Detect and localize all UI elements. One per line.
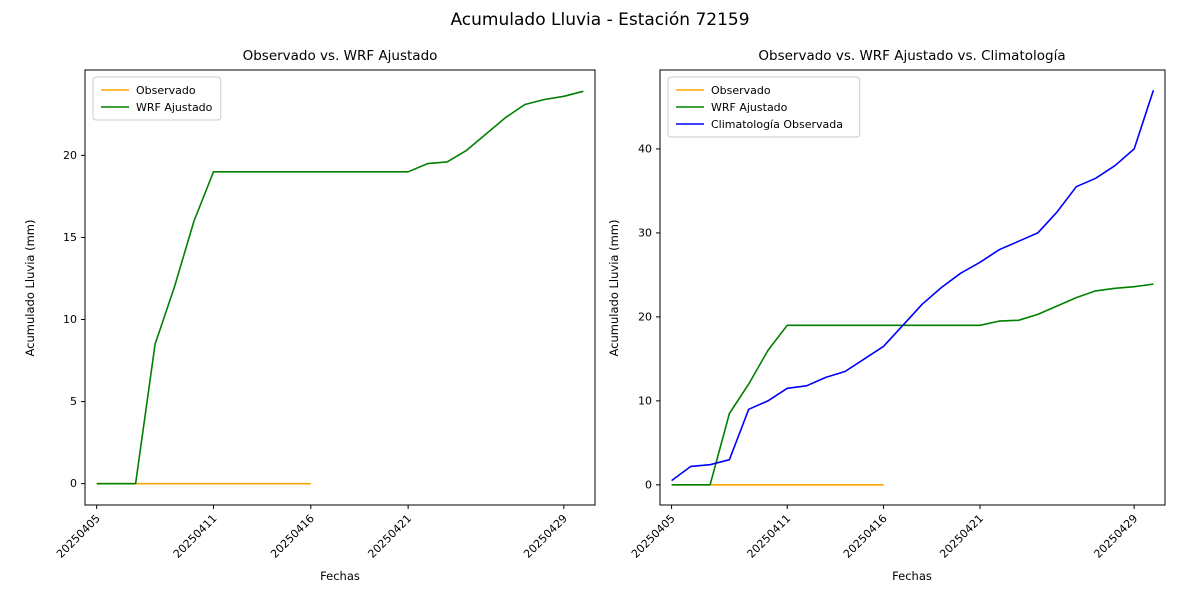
x-tick-label: 20250429	[521, 512, 570, 561]
y-tick-label: 10	[638, 394, 652, 407]
legend-label: Observado	[136, 84, 196, 97]
series-line-wrf-ajustado	[96, 90, 584, 485]
y-tick-label: 20	[638, 310, 652, 323]
legend-label: Observado	[711, 84, 771, 97]
legend-label: Climatología Observada	[711, 118, 843, 131]
x-tick-label: 20250421	[937, 512, 986, 561]
subplot2-title: Observado vs. WRF Ajustado vs. Climatolo…	[758, 48, 1066, 64]
y-tick-label: 20	[63, 149, 77, 162]
y-tick-label: 0	[70, 477, 77, 490]
legend-box	[92, 76, 222, 121]
x-tick-label: 20250416	[841, 512, 890, 561]
series-line-climatolog-a-observada	[671, 89, 1155, 482]
y-tick-label: 40	[638, 142, 652, 155]
x-tick-label: 20250416	[268, 512, 317, 561]
subplot1-xlabel: Fechas	[320, 569, 360, 583]
x-tick-label: 20250411	[745, 512, 794, 561]
figure-title: Acumulado Lluvia - Estación 72159	[450, 10, 750, 30]
legend-label: WRF Ajustado	[711, 101, 788, 114]
x-tick-label: 20250429	[1091, 512, 1140, 561]
x-tick-label: 20250405	[54, 512, 103, 561]
axes-frame	[84, 69, 596, 506]
x-tick-label: 20250405	[629, 512, 678, 561]
y-tick-label: 10	[63, 313, 77, 326]
subplot1-title: Observado vs. WRF Ajustado	[242, 48, 438, 64]
series-line-wrf-ajustado	[671, 283, 1154, 486]
legend-box	[667, 76, 861, 138]
x-tick-label: 20250411	[171, 512, 220, 561]
y-tick-label: 0	[645, 478, 652, 491]
legend-label: WRF Ajustado	[136, 101, 213, 114]
subplot1-canvas: 0 5 10 15 20 20250405 20250411 20250416 20250421…	[54, 69, 596, 561]
y-tick-label: 15	[63, 231, 77, 244]
subplot2-canvas: 0 10 20 30 40 20250405 20250411 20250416 2025042…	[629, 69, 1166, 561]
subplot2-xlabel: Fechas	[892, 569, 932, 583]
x-tick-label: 20250421	[365, 512, 414, 561]
y-tick-label: 30	[638, 226, 652, 239]
axes-frame	[659, 69, 1166, 506]
y-tick-label: 5	[70, 395, 77, 408]
